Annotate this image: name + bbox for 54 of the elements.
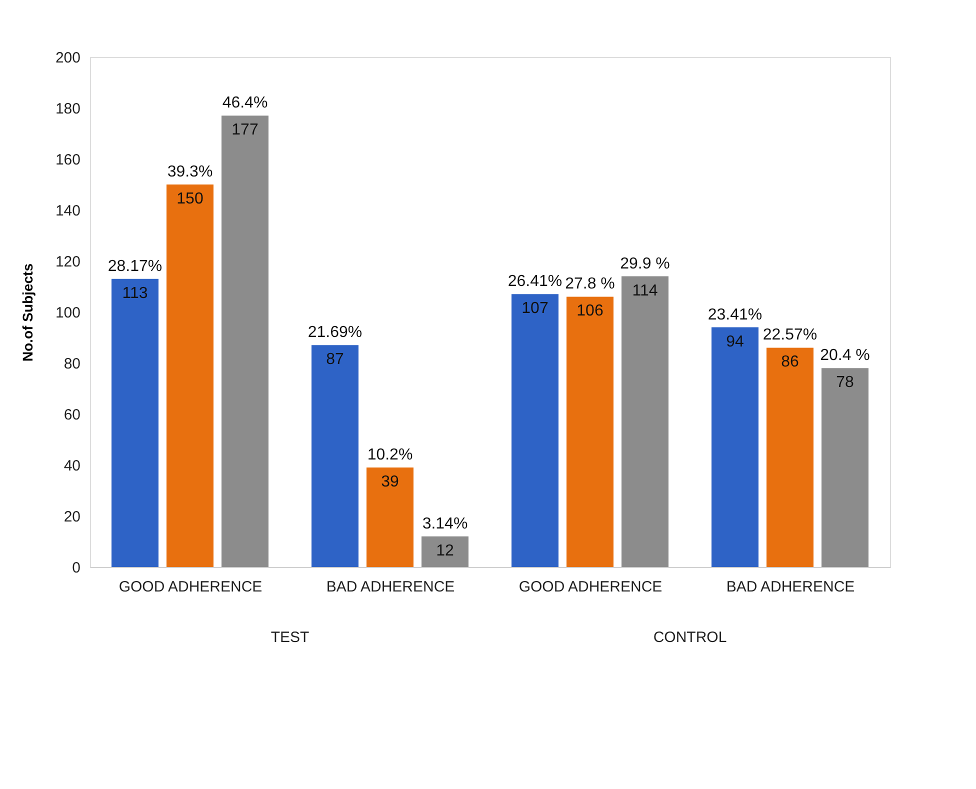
y-tick-label: 120 xyxy=(55,254,80,270)
y-tick-label: 140 xyxy=(55,202,80,220)
x-tick-label: BAD ADHERENCE xyxy=(326,578,455,596)
y-axis-title: No.of Subjects xyxy=(19,263,36,362)
annotation: 27.8 % xyxy=(565,276,615,293)
data-label: 106 xyxy=(576,302,604,320)
bar xyxy=(166,184,214,567)
bar xyxy=(512,294,558,567)
text: CONTROL xyxy=(653,629,727,646)
y-tick-label: 40 xyxy=(64,458,80,474)
bar xyxy=(222,116,268,567)
data-label: 107 xyxy=(522,300,548,318)
y-tick-label: 180 xyxy=(55,100,80,118)
annotation: 10.2% xyxy=(367,446,413,464)
data-label: 114 xyxy=(632,282,658,300)
data-label: 177 xyxy=(232,122,258,139)
data-label: 86 xyxy=(781,354,799,371)
annotation: 39.3% xyxy=(167,164,213,180)
bar xyxy=(312,345,358,567)
annotation: 46.4% xyxy=(222,94,268,112)
data-label: 39 xyxy=(381,474,399,491)
annotation: 22.57% xyxy=(762,326,818,344)
data-label: 94 xyxy=(726,333,744,350)
bar xyxy=(112,278,158,567)
annotation: 21.69% xyxy=(308,324,362,342)
y-tick-label: 0 xyxy=(72,560,80,576)
data-label: 78 xyxy=(836,374,854,392)
annotation: 20.4 % xyxy=(820,347,870,364)
y-tick-label: 200 xyxy=(55,50,80,66)
bar xyxy=(822,368,868,567)
y-tick-label: 160 xyxy=(55,152,80,168)
data-label: 113 xyxy=(122,284,148,302)
y-tick-label: 60 xyxy=(64,406,80,424)
bar xyxy=(622,276,668,567)
data-label: 87 xyxy=(326,351,344,368)
annotation: 28.17% xyxy=(108,258,162,275)
x-tick-label: BAD ADHERENCE xyxy=(726,578,855,596)
y-tick-label: 100 xyxy=(55,304,80,322)
x-tick-label: GOOD ADHERENCE xyxy=(118,578,262,596)
bar xyxy=(566,296,614,567)
data-label: 12 xyxy=(436,542,454,560)
annotation: 29.9 % xyxy=(620,255,670,272)
data-label: 150 xyxy=(176,190,204,208)
y-tick-label: 20 xyxy=(64,508,80,526)
annotation: 26.41% xyxy=(508,273,562,290)
x-tick-label: GOOD ADHERENCE xyxy=(518,578,662,596)
bar xyxy=(712,327,758,567)
bar xyxy=(366,468,414,567)
y-tick-label: 80 xyxy=(64,356,80,372)
annotation: 23.41% xyxy=(708,306,762,324)
annotation: 3.14% xyxy=(422,515,468,532)
bar xyxy=(766,348,814,567)
text: TEST xyxy=(270,629,310,646)
bar xyxy=(422,536,468,567)
